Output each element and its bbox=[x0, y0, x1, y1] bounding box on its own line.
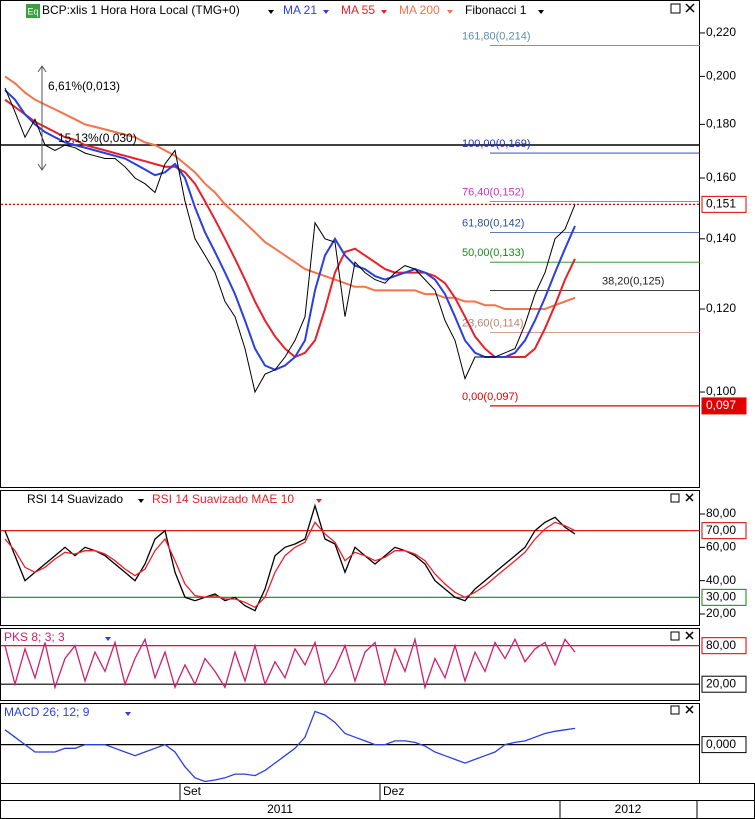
x-tick-label: Dez bbox=[383, 784, 404, 798]
fibonacci-label: 23,60(0,114) bbox=[462, 317, 524, 329]
series-line bbox=[4, 710, 576, 783]
annotation: 6,61%(0,013) bbox=[48, 79, 120, 93]
price-marker-box bbox=[701, 195, 747, 213]
maximize-button[interactable] bbox=[670, 3, 681, 14]
series-line bbox=[4, 98, 576, 359]
price-marker-label: 0,151 bbox=[706, 197, 736, 211]
y-tick-label: 0,100 bbox=[706, 384, 736, 398]
y-tick-label: 20,00 bbox=[706, 606, 736, 620]
y-tick-label: 0,200 bbox=[706, 69, 736, 83]
y-tick-label: 60,00 bbox=[706, 540, 736, 554]
price-panel bbox=[0, 0, 700, 488]
y-tick-label: 0,180 bbox=[706, 117, 736, 131]
dropdown-arrow bbox=[316, 499, 322, 503]
stochastic-panel bbox=[0, 628, 700, 701]
close-button[interactable] bbox=[685, 493, 694, 502]
level-label: 70,00 bbox=[706, 523, 736, 537]
y-tick-label: 80,00 bbox=[706, 506, 736, 520]
fibonacci-label: 50,00(0,133) bbox=[462, 247, 524, 259]
close-button[interactable] bbox=[685, 705, 694, 714]
y-tick-label: 0,160 bbox=[706, 170, 736, 184]
fibonacci-label: 61,80(0,142) bbox=[462, 217, 524, 229]
close-button[interactable] bbox=[685, 3, 695, 13]
annotation: 15,13%(0,030) bbox=[58, 131, 137, 145]
fibonacci-label: 38,20(0,125) bbox=[602, 275, 664, 287]
maximize-button[interactable] bbox=[670, 631, 680, 641]
level-box bbox=[701, 675, 747, 693]
y-tick-label: 0,120 bbox=[706, 301, 736, 315]
year-label: 2012 bbox=[615, 802, 642, 816]
level-box bbox=[701, 736, 747, 754]
dropdown-arrow bbox=[125, 712, 131, 716]
series-line bbox=[4, 75, 576, 310]
legend-entry: Fibonacci 1 bbox=[465, 3, 527, 17]
series-line bbox=[4, 503, 576, 612]
badge-box bbox=[26, 4, 40, 18]
dropdown-arrow bbox=[138, 499, 144, 503]
chart-title: BCP:xlis 1 Hora Hora Local (TMG+0) bbox=[42, 3, 240, 17]
maximize-button[interactable] bbox=[670, 705, 680, 715]
fibonacci-label: 76,40(0,152) bbox=[462, 186, 524, 198]
legend-entry: MACD 26; 12; 9 bbox=[4, 705, 90, 719]
dropdown-arrow bbox=[538, 10, 544, 14]
measure-arrow bbox=[37, 65, 47, 171]
maximize-button[interactable] bbox=[670, 493, 680, 503]
level-label: 80,00 bbox=[706, 638, 736, 652]
badge: Eq bbox=[27, 6, 38, 16]
window-buttons[interactable] bbox=[670, 3, 695, 715]
dropdown-arrow bbox=[105, 637, 111, 641]
series-line bbox=[4, 521, 576, 609]
legend-entry: MA 200 bbox=[399, 3, 440, 17]
fibonacci-label: 100,00(0,169) bbox=[462, 138, 531, 150]
dropdown-arrow bbox=[323, 10, 329, 14]
legend-entry: MA 55 bbox=[341, 3, 375, 17]
legend-entry: PKS 8; 3; 3 bbox=[4, 630, 65, 644]
dropdown-arrow bbox=[381, 10, 387, 14]
y-tick-label: 0,220 bbox=[706, 25, 736, 39]
level-label: 20,00 bbox=[706, 676, 736, 690]
level-label: 0,000 bbox=[706, 737, 736, 751]
y-tick-label: 0,140 bbox=[706, 231, 736, 245]
year-label: 2011 bbox=[267, 802, 293, 816]
rsi-panel bbox=[0, 490, 700, 626]
series-line bbox=[4, 89, 576, 371]
close-button[interactable] bbox=[685, 631, 694, 640]
dropdown-arrow bbox=[447, 10, 453, 14]
legend-entry: RSI 14 Suavizado MAE 10 bbox=[152, 492, 294, 506]
x-tick-label: Set bbox=[183, 784, 202, 798]
dropdown-arrow bbox=[268, 10, 274, 14]
series-line bbox=[4, 636, 576, 690]
price-marker-label: 0,097 bbox=[706, 398, 736, 412]
level-box bbox=[701, 588, 747, 606]
legend-entry: RSI 14 Suavizado bbox=[27, 492, 123, 506]
series-line bbox=[4, 87, 576, 394]
y-tick-label: 40,00 bbox=[706, 573, 736, 587]
fibonacci-label: 161,80(0,214) bbox=[462, 30, 531, 42]
level-box bbox=[701, 522, 747, 540]
level-box bbox=[701, 637, 747, 655]
price-marker-box bbox=[701, 397, 747, 415]
level-label: 30,00 bbox=[706, 590, 736, 604]
legend-entry: MA 21 bbox=[283, 3, 317, 17]
fibonacci-label: 0,00(0,097) bbox=[462, 391, 518, 403]
